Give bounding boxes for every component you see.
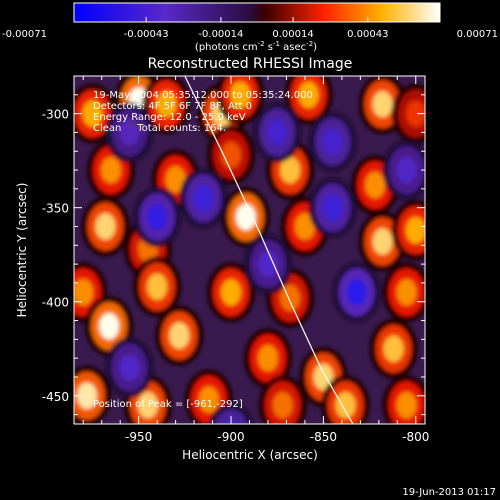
x-axis: -950 -900 -850 -800 — [82, 76, 429, 444]
intensity-blob-core — [298, 81, 319, 109]
intensity-blob-core — [383, 335, 404, 362]
intensity-blob-core — [221, 279, 241, 306]
observation-annotations: 19-May-2004 05:35:12.000 to 05:35:24.000… — [93, 90, 313, 134]
colorbar-ticks: -0.00071 -0.00043 -0.00014 0.00014 0.00043 0.… — [2, 17, 498, 40]
intensity-blob-core — [95, 213, 116, 240]
peak-position-label: Position of Peak = [-961,-292] — [93, 399, 243, 410]
annotation-clean-counts: Clean Total counts: 164. — [93, 123, 226, 134]
annotation-time-range: 19-May-2004 05:35:12.000 to 05:35:24.000 — [93, 90, 313, 101]
y-tick-label: -350 — [42, 202, 69, 216]
y-tick-label: -400 — [42, 296, 69, 310]
intensity-blob-core — [405, 100, 425, 127]
intensity-blob-core — [258, 250, 278, 278]
colorbar-units: (photons cm-2 s-1 asec-2) — [195, 40, 317, 53]
intensity-blob-core — [147, 203, 168, 231]
y-axis: -450 -400 -350 -300 — [42, 75, 425, 416]
intensity-blob-core — [396, 156, 417, 184]
x-tick-label: -800 — [402, 430, 429, 444]
intensity-blob-core — [99, 312, 119, 340]
colorbar-tick-label: -0.00014 — [198, 29, 243, 40]
intensity-blob-core — [235, 203, 256, 231]
intensity-blob-core — [335, 391, 356, 419]
intensity-blob-core — [258, 344, 278, 372]
intensity-blob-core — [405, 217, 425, 244]
colorbar-tick-label: 0.00043 — [347, 29, 388, 40]
intensity-blob-core — [77, 382, 97, 409]
intensity-blob-core — [74, 279, 94, 306]
intensity-blob-core — [322, 128, 343, 156]
intensity-blob-core — [295, 213, 315, 240]
x-tick-label: -850 — [310, 430, 337, 444]
intensity-blob-core — [322, 194, 343, 221]
intensity-blob-core — [372, 228, 393, 255]
intensity-blob-core — [396, 391, 417, 419]
date-stamp: 19-Jun-2013 01:17 — [402, 487, 496, 498]
colorbar — [73, 2, 441, 23]
colorbar-tick-label: 0.00071 — [457, 29, 498, 40]
intensity-blob-core — [396, 279, 417, 306]
x-tick-label: -950 — [125, 430, 152, 444]
y-tick-label: -450 — [42, 390, 69, 404]
intensity-blob-core — [280, 156, 301, 184]
intensity-blob-core — [272, 391, 293, 419]
x-axis-label: Heliocentric X (arcsec) — [182, 448, 318, 462]
intensity-blob-core — [198, 386, 219, 413]
intensity-blob-core — [165, 166, 186, 193]
solar-limb-curve — [184, 76, 354, 424]
intensity-blob-core — [365, 171, 386, 199]
y-tick-label: -300 — [42, 108, 69, 122]
y-axis-label: Heliocentric Y (arcsec) — [15, 183, 29, 318]
intensity-blob-core — [230, 81, 251, 109]
chart-title: Reconstructed RHESSI Image — [148, 56, 353, 72]
annotation-detectors: Detectors: 4F 5F 6F 7F 8F, Att 0 — [93, 101, 252, 112]
intensity-blob-core — [193, 185, 214, 212]
intensity-blob-core — [267, 119, 288, 146]
intensity-blob-core — [147, 273, 168, 300]
intensity-blob-core — [346, 279, 367, 306]
intensity-blob-core — [101, 156, 121, 184]
image-area — [74, 76, 425, 424]
intensity-blob-core — [169, 322, 190, 349]
intensity-blob-core — [137, 391, 158, 419]
colorbar-tick-label: -0.00043 — [124, 29, 169, 40]
intensity-blob-core — [372, 91, 393, 118]
intensity-blob-core — [119, 354, 140, 381]
intensity-blob-core — [119, 119, 140, 146]
colorbar-tick-label: 0.00014 — [272, 29, 313, 40]
intensity-blob-core — [313, 363, 334, 391]
colorbar-tick-label: -0.00071 — [2, 29, 47, 40]
intensity-blob-core — [280, 284, 301, 312]
intensity-blob-core — [156, 91, 177, 118]
intensity-blob-core — [82, 100, 103, 127]
annotation-energy-range: Energy Range: 12.0 - 25.0 keV — [93, 112, 246, 123]
x-tick-label: -900 — [217, 430, 244, 444]
